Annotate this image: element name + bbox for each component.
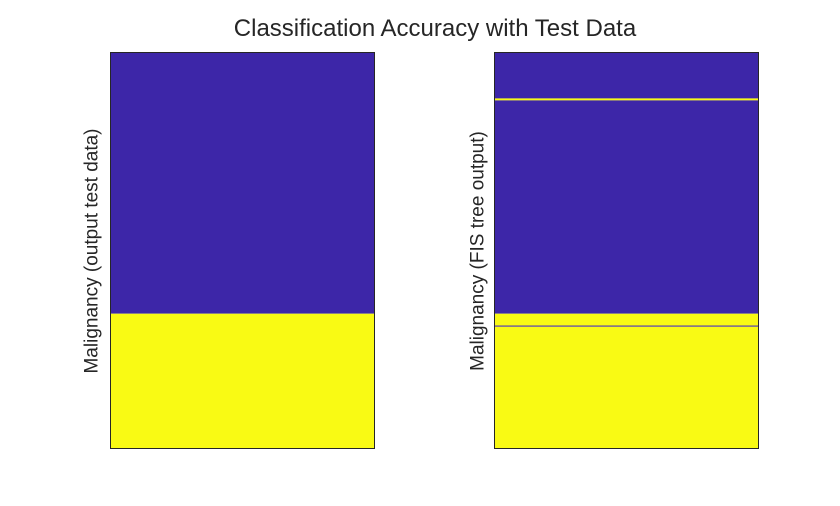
left-y-axis-label: Malignancy (output test data) [81,128,103,374]
right-heatmap-axes [494,52,759,449]
right-heatmap [495,53,758,448]
heatmap-band-class-0 [111,53,374,314]
heatmap-band-class-1 [495,98,758,101]
figure-title: Classification Accuracy with Test Data [233,15,637,42]
heatmap-band-class-1 [495,326,758,448]
left-heatmap-axes [110,52,375,449]
heatmap-band-class-0 [495,100,758,314]
heatmap-band-class-0 [495,53,758,99]
heatmap-band-class-1 [495,313,758,326]
heatmap-band-class-0 [495,325,758,327]
heatmap-band-class-1 [111,313,374,448]
left-heatmap [111,53,374,448]
right-y-axis-label: Malignancy (FIS tree output) [467,131,489,371]
